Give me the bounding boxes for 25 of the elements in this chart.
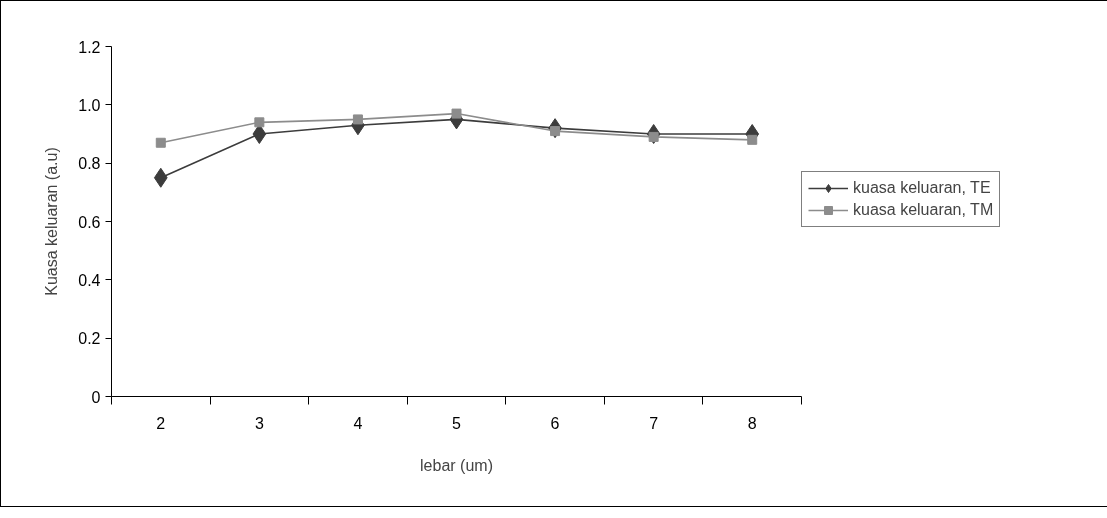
point	[153, 167, 168, 188]
x-tick-label: 4	[353, 414, 363, 432]
x-axis-title: lebar (um)	[420, 456, 493, 474]
y-tick-label: 0.4	[78, 271, 101, 289]
y-tick-label: 0.2	[78, 330, 101, 348]
point	[155, 137, 166, 148]
y-tick-label: 1.2	[78, 38, 101, 56]
y-tick-label: 1.0	[78, 96, 101, 114]
y-tick-label: 0.8	[78, 155, 101, 173]
y-tick-label: 0	[91, 388, 101, 406]
y-tick-label: 0.6	[78, 213, 101, 231]
x-tick-label: 2	[156, 414, 166, 432]
legend-label: kuasa keluaran, TM	[853, 201, 994, 219]
point	[352, 114, 363, 125]
x-tick-label: 5	[452, 414, 462, 432]
point	[252, 124, 267, 144]
x-tick-label: 6	[550, 414, 560, 432]
x-tick-label: 3	[254, 414, 264, 432]
y-axis-title: Kuasa keluaran (a.u)	[43, 147, 61, 296]
legend-label: kuasa keluaran, TE	[853, 179, 991, 197]
x-tick-label: 7	[649, 414, 659, 432]
x-tick-label: 8	[747, 414, 757, 432]
point	[451, 108, 462, 119]
point	[254, 117, 265, 128]
point	[747, 134, 758, 145]
